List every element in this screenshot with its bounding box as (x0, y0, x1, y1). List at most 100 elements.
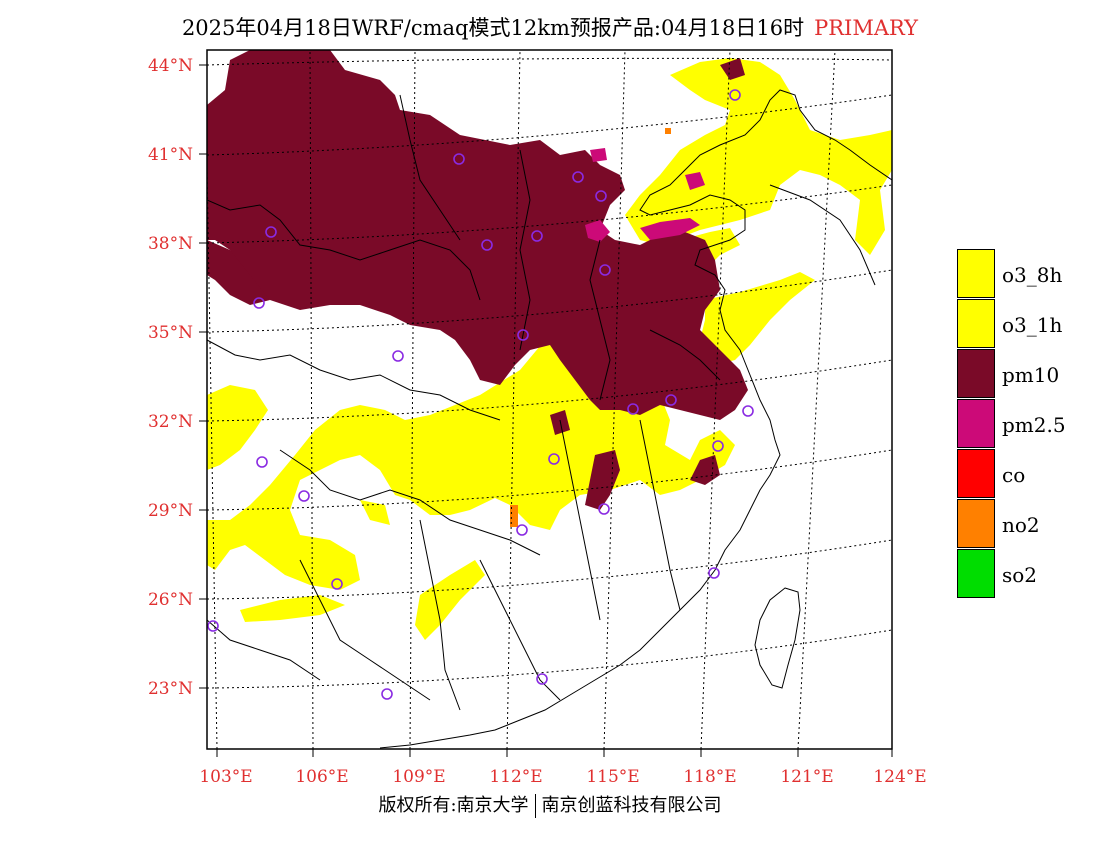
station-marker (265, 226, 277, 238)
province-border-k (479, 559, 561, 701)
pm25-area-beijing (590, 148, 607, 162)
lat-label-44: 44°N (148, 56, 193, 76)
parallel-32 (207, 359, 892, 422)
lat-label-26: 26°N (148, 590, 193, 610)
meridian-124 (891, 739, 892, 749)
station-marker (453, 153, 465, 165)
lat-label-29: 29°N (148, 501, 193, 521)
station-marker (665, 394, 677, 406)
lon-label-112: 112°E (489, 767, 542, 787)
map-frame (206, 49, 893, 750)
meridian-103 (207, 137, 218, 749)
copyright-notice: 版权所有:南京大学 南京创蓝科技有限公司 (0, 791, 1100, 818)
station-marker (256, 456, 268, 468)
station-marker (481, 239, 493, 251)
meridian-112 (506, 50, 521, 749)
station-marker (599, 264, 611, 276)
o3-area-central (207, 335, 735, 590)
legend-swatch (957, 399, 995, 448)
station-marker (381, 688, 393, 700)
pm10-area-west-edge (207, 240, 270, 305)
meridian-118 (700, 50, 731, 749)
o3-area-west (207, 385, 268, 470)
copyright-right: 南京创蓝科技有限公司 (541, 795, 722, 816)
o3-areas (207, 58, 892, 640)
station-marker (207, 620, 219, 632)
station-marker (517, 329, 529, 341)
lat-axis-labels: 44°N 41°N 38°N 35°N 32°N 29°N 26°N 23°N (148, 56, 193, 699)
meridian-109 (409, 50, 416, 749)
province-border-g (559, 419, 601, 621)
lon-label-103: 103°E (199, 767, 252, 787)
lat-label-35: 35°N (148, 323, 193, 343)
station-marker (536, 673, 548, 685)
station-marker (595, 190, 607, 202)
lon-axis-labels: 103°E 106°E 109°E 112°E 115°E 118°E 121°… (199, 767, 926, 787)
station-marker (253, 297, 265, 309)
station-marker (712, 440, 724, 452)
station-marker (548, 453, 560, 465)
o3-area-south-patch (415, 560, 485, 640)
pm25-area-bohai (640, 218, 700, 240)
lon-label-106: 106°E (295, 767, 348, 787)
station-marker (531, 230, 543, 242)
legend-label: no2 (1002, 513, 1040, 537)
province-border-b (207, 339, 501, 421)
legend-swatch (957, 499, 995, 548)
legend-swatch (957, 299, 995, 348)
province-border-d (399, 94, 461, 241)
legend-swatch (957, 449, 995, 498)
legend-swatch (957, 349, 995, 398)
lat-label-41: 41°N (148, 145, 193, 165)
legend-label: o3_8h (1002, 263, 1063, 287)
station-marker (708, 567, 720, 579)
province-border-j (299, 559, 431, 701)
province-border-f (589, 239, 611, 401)
graticule (207, 50, 892, 749)
axis-ticks (199, 64, 893, 757)
lon-label-115: 115°E (586, 767, 639, 787)
station-marker (742, 405, 754, 417)
station-marker (627, 403, 639, 415)
lat-label-38: 38°N (148, 234, 193, 254)
taiwan-outline (754, 587, 801, 689)
lon-label-121: 121°E (780, 767, 833, 787)
legend-label: pm10 (1002, 363, 1060, 387)
parallel-29 (207, 449, 892, 511)
pm10-area-main (207, 50, 748, 420)
copyright-left: 版权所有:南京大学 (378, 795, 529, 816)
legend-swatch (957, 249, 995, 298)
lon-label-109: 109°E (392, 767, 445, 787)
province-border-e (519, 149, 531, 351)
legend-label: pm2.5 (1002, 413, 1066, 437)
station-markers (207, 89, 754, 700)
no2-areas (510, 128, 671, 527)
station-marker (331, 578, 343, 590)
o3-area-jiangsu (700, 272, 815, 365)
legend-label: co (1002, 463, 1026, 487)
station-marker (298, 490, 310, 502)
pm25-area-liaoning (685, 172, 705, 190)
o3-area-southwest (207, 525, 230, 560)
province-border-h (639, 419, 681, 611)
map-title: 2025年04月18日WRF/cmaq模式12km预报产品:04月18日16时 P… (0, 12, 1100, 42)
o3-area-south-band (240, 595, 345, 622)
o3-area-small (360, 500, 390, 525)
pm10-area-nw-spot (720, 58, 745, 80)
meridian-121 (797, 50, 836, 749)
station-marker (729, 89, 741, 101)
pm25-areas (585, 148, 705, 242)
lat-label-32: 32°N (148, 412, 193, 432)
station-marker (572, 171, 584, 183)
legend-label: o3_1h (1002, 313, 1063, 337)
title-tag: PRIMARY (814, 16, 919, 40)
province-border-c (279, 449, 541, 556)
lat-label-23: 23°N (148, 679, 193, 699)
meridian-115 (603, 50, 626, 749)
parallel-35 (207, 269, 892, 333)
lon-label-124: 124°E (873, 767, 926, 787)
o3-area-northeast (625, 58, 892, 255)
pollutant-layer (207, 50, 892, 640)
station-marker (516, 524, 528, 536)
